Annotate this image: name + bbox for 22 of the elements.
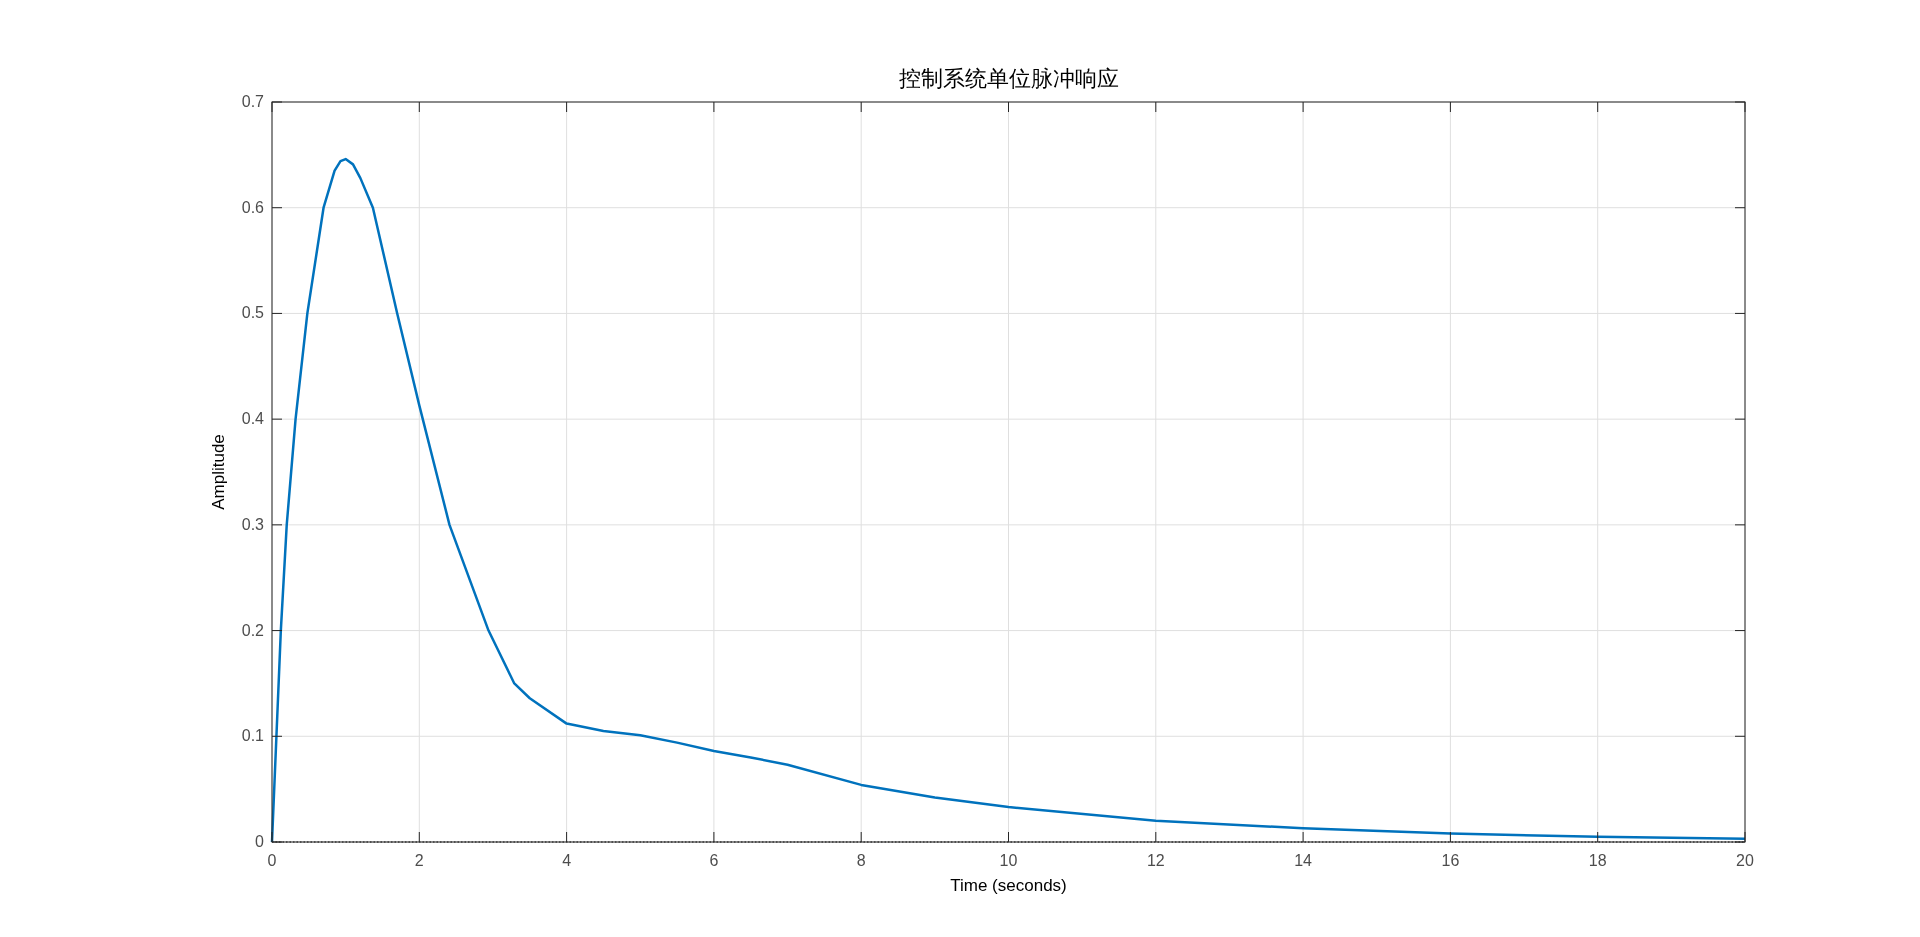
- y-tick-label: 0: [255, 833, 265, 850]
- x-tick-label: 18: [1588, 852, 1607, 869]
- x-tick-label: 0: [267, 852, 277, 869]
- x-tick-label: 10: [999, 852, 1018, 869]
- y-tick-label: 0.5: [241, 304, 265, 322]
- y-tick-label: 0.7: [241, 93, 265, 110]
- x-tick-label: 8: [856, 852, 866, 869]
- x-tick-label: 16: [1441, 852, 1460, 869]
- y-tick-label: 0.4: [241, 410, 265, 428]
- y-tick-label: 0.6: [241, 198, 265, 216]
- x-tick-label: 14: [1294, 852, 1313, 869]
- x-axis-title: Time (seconds): [950, 876, 1067, 895]
- y-tick-label: 0.2: [241, 621, 265, 639]
- x-tick-label: 2: [414, 852, 424, 869]
- x-tick-label: 20: [1736, 852, 1754, 869]
- x-tick-label: 12: [1146, 852, 1165, 869]
- y-tick-label: 0.1: [241, 727, 265, 745]
- y-tick-label: 0.3: [241, 515, 265, 533]
- chart-title: 控制系统单位脉冲响应: [898, 66, 1119, 91]
- x-tick-label: 4: [562, 852, 572, 869]
- y-axis-title: Amplitude: [209, 434, 228, 510]
- x-tick-label: 6: [709, 852, 719, 869]
